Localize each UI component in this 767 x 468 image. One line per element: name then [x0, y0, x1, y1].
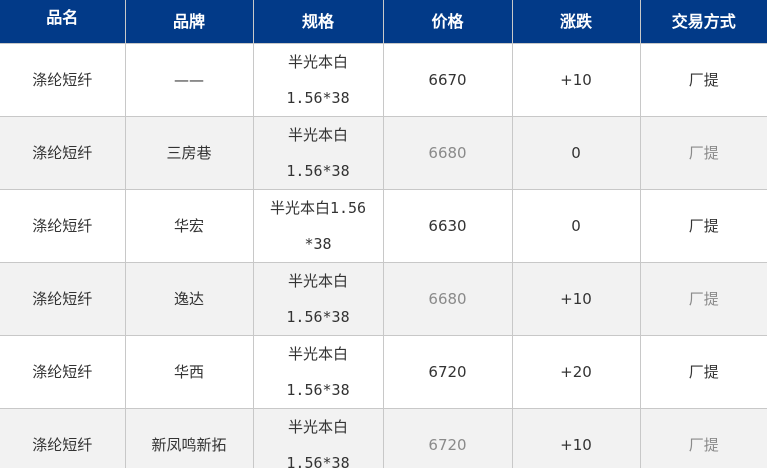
cell-price: 6720	[383, 335, 513, 409]
spec-line-2: *38	[304, 234, 332, 253]
header-brand: 品牌	[125, 0, 254, 44]
cell-price: 6680	[383, 262, 513, 336]
cell-change: +10	[512, 43, 641, 117]
cell-spec: 半光本白 1.56*38	[253, 335, 384, 409]
cell-price: 6670	[383, 43, 513, 117]
cell-price: 6680	[383, 116, 513, 190]
table-row: 涤纶短纤 华西 半光本白 1.56*38 6720 +20 厂提	[0, 335, 767, 409]
table-row: 涤纶短纤 三房巷 半光本白 1.56*38 6680 0 厂提	[0, 116, 767, 190]
cell-trade: 厂提	[640, 262, 767, 336]
cell-change: 0	[512, 189, 641, 263]
cell-spec: 半光本白 1.56*38	[253, 262, 384, 336]
spec-line-2: 1.56*38	[286, 380, 350, 399]
cell-spec: 半光本白 1.56*38	[253, 43, 384, 117]
spec-line-1: 半光本白	[287, 271, 348, 290]
header-change: 涨跌	[512, 0, 641, 44]
table-row: 涤纶短纤 华宏 半光本白1.56 *38 6630 0 厂提	[0, 189, 767, 263]
spec-line-2: 1.56*38	[286, 161, 350, 180]
cell-change: 0	[512, 116, 641, 190]
cell-brand: ——	[125, 43, 254, 117]
spec-line-2: 1.56*38	[286, 453, 350, 468]
cell-change: +10	[512, 262, 641, 336]
cell-trade: 厂提	[640, 116, 767, 190]
cell-spec: 半光本白 1.56*38	[253, 116, 384, 190]
cell-spec: 半光本白1.56 *38	[253, 189, 384, 263]
cell-brand: 华宏	[125, 189, 254, 263]
cell-brand: 华西	[125, 335, 254, 409]
cell-name: 涤纶短纤	[0, 43, 126, 117]
cell-change: +10	[512, 408, 641, 468]
table-row: 涤纶短纤 —— 半光本白 1.56*38 6670 +10 厂提	[0, 43, 767, 117]
header-price: 价格	[383, 0, 513, 44]
header-spec: 规格	[253, 0, 384, 44]
cell-change: +20	[512, 335, 641, 409]
cell-name: 涤纶短纤	[0, 408, 126, 468]
cell-brand: 逸达	[125, 262, 254, 336]
cell-name: 涤纶短纤	[0, 116, 126, 190]
cell-name: 涤纶短纤	[0, 262, 126, 336]
header-row: 品名 品牌 规格 价格 涨跌 交易方式	[0, 0, 767, 44]
cell-brand: 新凤鸣新拓	[125, 408, 254, 468]
cell-price: 6630	[383, 189, 513, 263]
spec-line-2: 1.56*38	[286, 88, 350, 107]
cell-price: 6720	[383, 408, 513, 468]
table-row: 涤纶短纤 新凤鸣新拓 半光本白 1.56*38 6720 +10 厂提	[0, 408, 767, 468]
cell-trade: 厂提	[640, 43, 767, 117]
cell-spec: 半光本白 1.56*38	[253, 408, 384, 468]
cell-trade: 厂提	[640, 408, 767, 468]
spec-line-1: 半光本白	[287, 417, 348, 436]
cell-trade: 厂提	[640, 335, 767, 409]
spec-line-2: 1.56*38	[286, 307, 350, 326]
cell-name: 涤纶短纤	[0, 335, 126, 409]
cell-trade: 厂提	[640, 189, 767, 263]
header-name: 品名	[0, 0, 126, 44]
spec-line-1: 半光本白1.56	[269, 198, 367, 217]
cell-brand: 三房巷	[125, 116, 254, 190]
table-row: 涤纶短纤 逸达 半光本白 1.56*38 6680 +10 厂提	[0, 262, 767, 336]
spec-line-1: 半光本白	[287, 125, 348, 144]
header-trade: 交易方式	[640, 0, 767, 44]
spec-line-1: 半光本白	[287, 344, 348, 363]
cell-name: 涤纶短纤	[0, 189, 126, 263]
spec-line-1: 半光本白	[287, 52, 348, 71]
